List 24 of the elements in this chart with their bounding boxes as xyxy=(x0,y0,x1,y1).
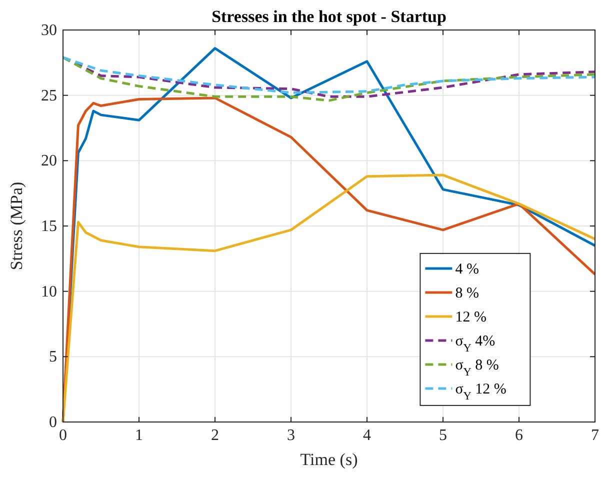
x-axis-title: Time (s) xyxy=(300,450,358,469)
y-tick-label: 5 xyxy=(49,348,57,366)
y-tick-label: 10 xyxy=(41,283,57,300)
legend-label: σ$_{Y}$ 4% xyxy=(455,333,496,354)
y-tick-label: 30 xyxy=(41,22,57,39)
chart-title: Stresses in the hot spot - Startup xyxy=(212,7,446,26)
y-tick-label: 20 xyxy=(41,152,57,170)
x-tick-label: 6 xyxy=(515,427,523,444)
legend-label: σ$_{Y}$ 8 % xyxy=(455,357,499,378)
legend-label: σ$_{Y}$ 12 % xyxy=(455,381,506,402)
y-axis-title: Stress (MPa) xyxy=(7,182,26,270)
x-tick-label: 2 xyxy=(211,427,219,444)
x-tick-label: 5 xyxy=(439,427,447,444)
x-tick-label: 7 xyxy=(591,427,599,444)
y-tick-label: 15 xyxy=(41,218,57,235)
legend-label: 8 % xyxy=(455,285,479,302)
legend-label: 4 % xyxy=(455,261,479,278)
legend-label: 12 % xyxy=(455,309,486,326)
y-tick-label: 25 xyxy=(41,87,57,104)
x-tick-label: 3 xyxy=(287,427,295,444)
line-series xyxy=(62,174,596,424)
x-tick-label: 1 xyxy=(135,427,143,444)
x-tick-label: 4 xyxy=(363,427,371,444)
y-tick-label: 0 xyxy=(49,414,57,431)
